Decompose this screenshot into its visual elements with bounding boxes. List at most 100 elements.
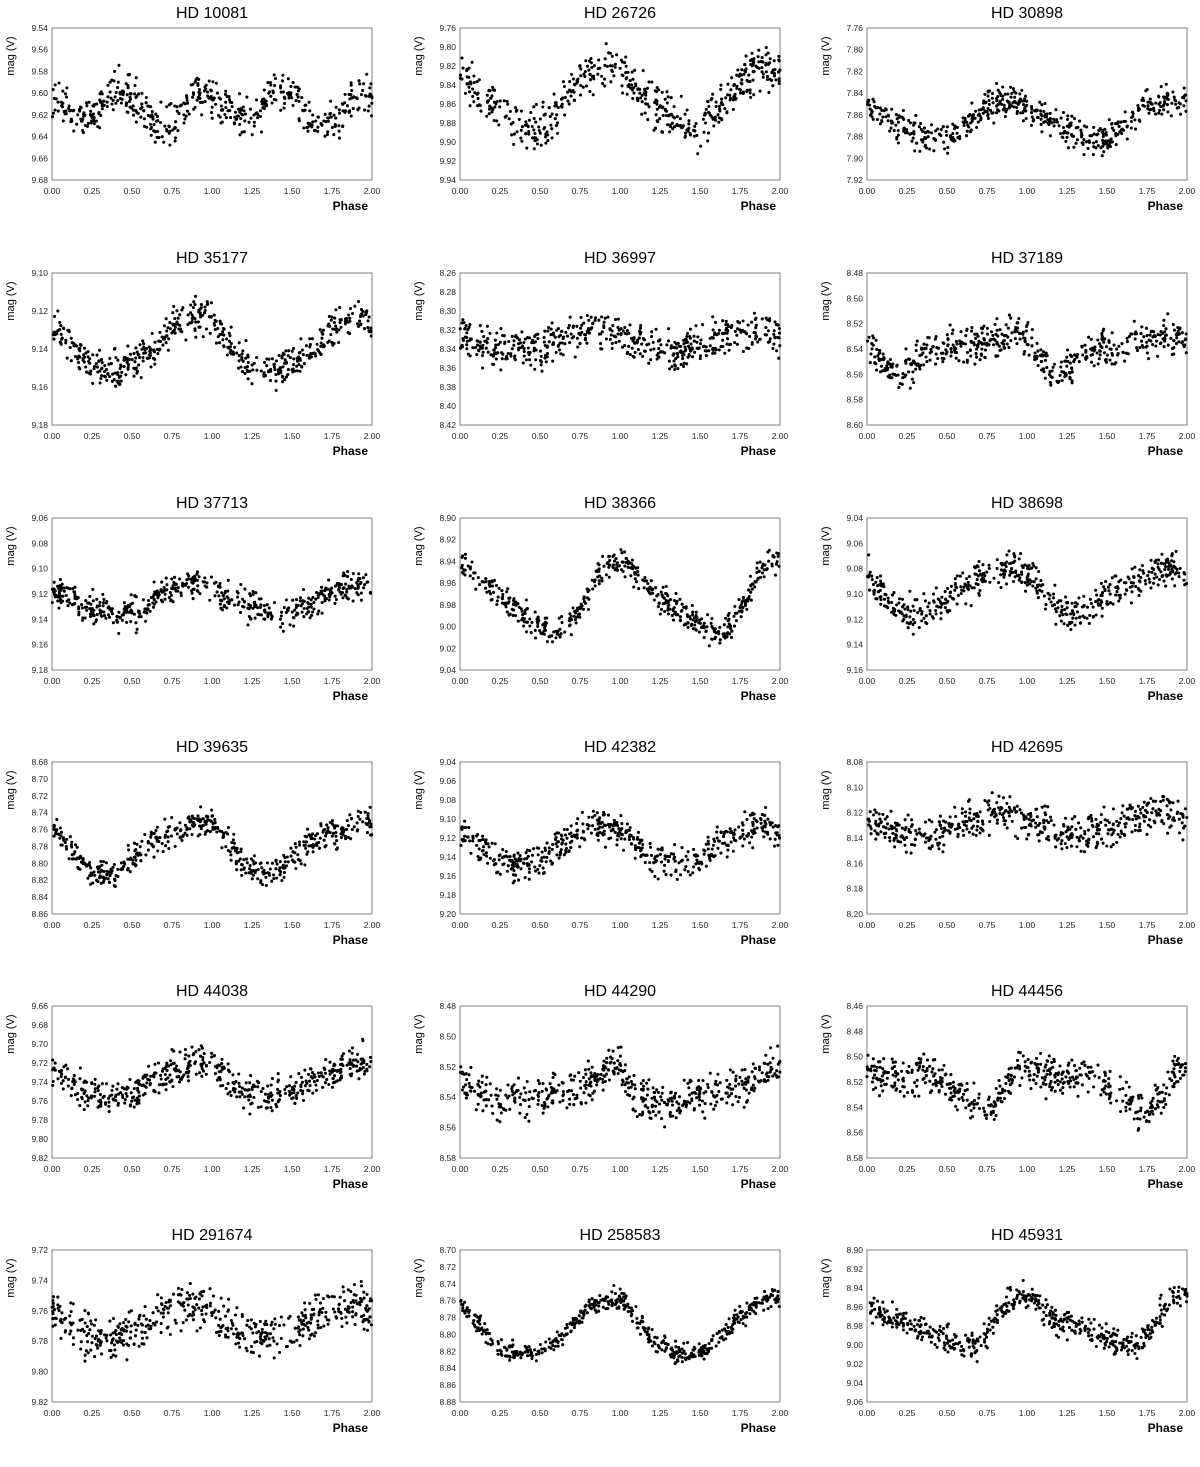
data-point [1065,117,1070,122]
data-point [168,129,172,133]
x-tick-label: 0.50 [532,676,549,686]
data-point [940,595,944,599]
data-point [678,124,682,128]
data-point [54,97,58,101]
x-tick-label: 2.00 [1179,431,1196,441]
x-tick-label: 0.50 [532,186,549,196]
data-point [1001,85,1005,89]
data-point [478,583,482,587]
data-point [314,597,318,601]
data-point [169,599,173,603]
data-point [906,608,910,612]
data-point [1065,364,1069,368]
data-point [463,91,468,95]
data-point [921,140,925,144]
data-point [254,591,258,595]
data-point [1091,348,1095,352]
data-point [724,616,728,620]
data-point [733,604,737,608]
data-point [468,323,472,327]
data-point [710,115,714,119]
data-point [870,347,874,351]
data-point [735,342,739,346]
data-point [688,615,692,619]
data-point [280,354,284,358]
data-point [745,78,749,82]
data-point [290,96,294,100]
data-point [113,346,117,350]
data-point [147,356,152,360]
data-point [688,327,693,331]
data-point [1067,620,1072,625]
data-point [171,600,175,604]
data-point [345,104,349,108]
data-point [363,93,367,98]
data-point [250,382,254,386]
data-point [233,110,238,114]
data-point [612,74,616,78]
data-point [904,358,908,362]
data-point [114,384,118,388]
data-point [460,555,464,559]
data-point [964,334,968,338]
data-point [951,343,955,347]
data-point [1144,89,1148,93]
data-point [566,326,570,330]
data-point [994,332,998,336]
data-point [297,362,301,367]
data-point [739,330,743,334]
data-point [992,121,996,125]
data-point [969,354,973,358]
data-point [481,366,485,370]
data-point [750,587,754,591]
data-point [728,624,733,628]
data-point [1126,352,1130,356]
data-point [1104,357,1108,361]
data-point [218,602,222,606]
data-point [1025,577,1029,581]
data-point [730,324,734,328]
data-point [465,331,469,335]
y-tick-label: 8.32 [439,325,456,335]
data-point [126,344,130,348]
data-point [307,610,311,614]
data-point [741,349,745,354]
data-point [103,375,108,379]
x-tick-label: 1.00 [612,431,629,441]
data-point [167,103,171,107]
data-point [958,134,962,139]
data-point [348,306,353,311]
data-point [1129,126,1133,130]
data-point [105,100,109,104]
data-point [775,551,779,555]
data-point [180,308,184,312]
data-point [674,591,678,596]
data-point [318,328,322,332]
data-point [1100,614,1104,618]
data-point [675,599,679,603]
data-point [151,605,156,609]
data-point [911,361,915,365]
data-point [518,346,522,350]
data-point [1070,114,1074,118]
plot-area [51,761,373,915]
data-point [218,333,222,337]
data-point [56,309,60,313]
data-point [902,117,906,121]
data-point [280,79,285,83]
data-point [1070,133,1074,137]
data-point [124,373,128,377]
data-point [369,326,373,330]
data-point [643,111,647,115]
data-point [666,123,670,127]
data-point [113,371,117,375]
data-point [1115,584,1120,589]
data-point [236,603,240,607]
data-point [773,336,777,340]
data-point [492,348,496,352]
data-point [768,57,772,61]
data-point [925,146,929,150]
data-point [190,313,194,317]
data-point [542,622,546,626]
data-point [705,625,709,629]
